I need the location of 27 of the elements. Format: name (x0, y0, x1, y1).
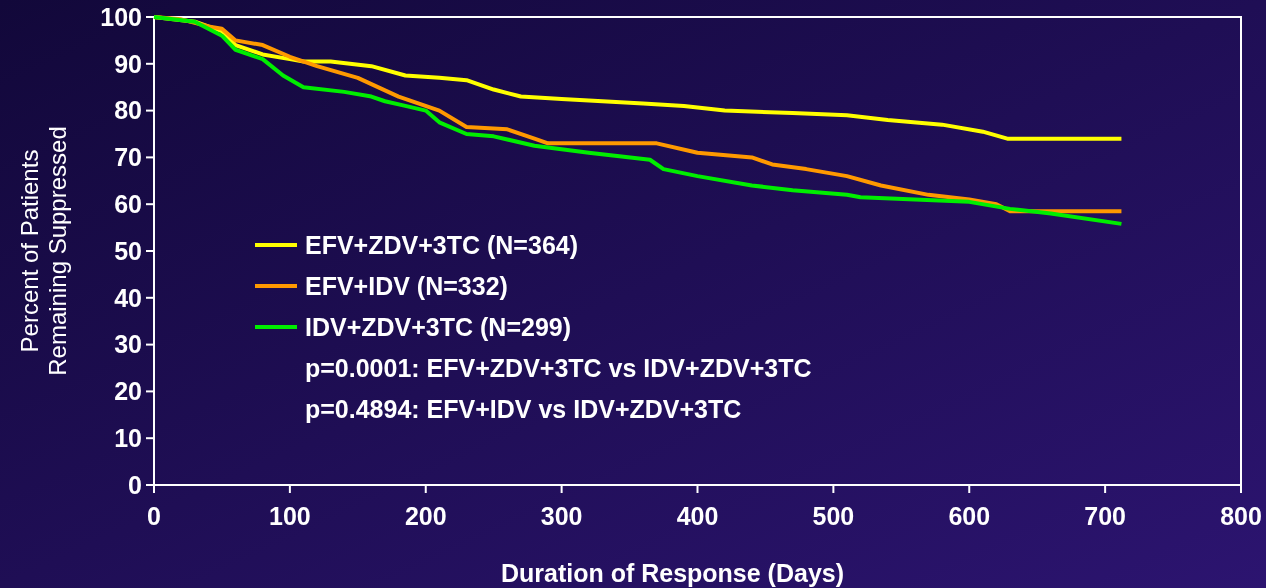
y-tick-label: 10 (114, 423, 142, 452)
x-tick-label: 800 (1220, 502, 1262, 530)
y-tick-label: 80 (114, 96, 142, 125)
y-tick-label: 100 (100, 2, 142, 31)
x-tick-label: 200 (404, 502, 447, 530)
y-tick-label: 30 (114, 330, 142, 359)
x-tick-label: 600 (948, 502, 991, 530)
y-tick-label: 50 (114, 236, 142, 265)
x-tick-label: 400 (676, 502, 719, 530)
x-tick-label: 0 (147, 502, 161, 530)
annotation: p=0.4894: EFV+IDV vs IDV+ZDV+3TC (305, 394, 742, 423)
y-axis-title: Percent of Patients Remaining Suppressed (16, 126, 71, 376)
y-tick-label: 40 (114, 283, 142, 312)
x-tick-label: 300 (540, 502, 583, 530)
x-tick-label: 100 (269, 502, 311, 530)
x-tick-label: 500 (812, 502, 855, 530)
y-tick-label: 90 (114, 49, 142, 78)
legend-label: EFV+IDV (N=332) (305, 271, 508, 300)
y-tick-label: 20 (114, 377, 142, 406)
legend-label: EFV+ZDV+3TC (N=364) (305, 230, 579, 259)
y-tick-label: 70 (114, 143, 142, 172)
y-tick-label: 0 (128, 470, 142, 499)
y-tick-label: 60 (114, 189, 142, 218)
annotation: p=0.0001: EFV+ZDV+3TC vs IDV+ZDV+3TC (305, 353, 812, 382)
x-axis-title: Duration of Response (Days) (500, 559, 845, 587)
legend-label: IDV+ZDV+3TC (N=299) (305, 312, 572, 341)
x-tick-label: 700 (1084, 502, 1126, 530)
